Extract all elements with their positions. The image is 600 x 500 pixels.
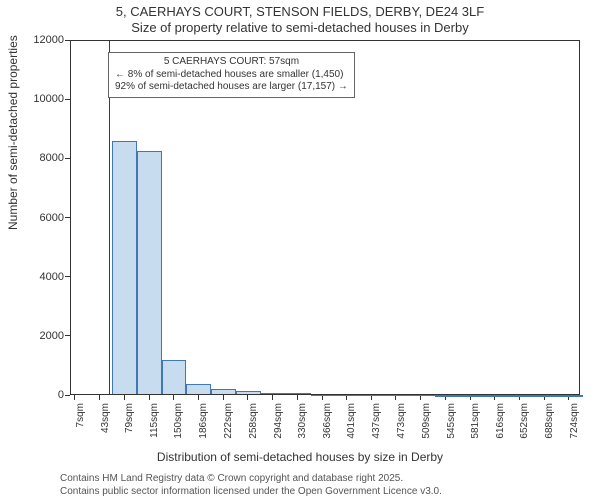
x-tick-mark [272,395,273,400]
x-tick-label: 366sqm [322,403,333,453]
histogram-bar [534,395,559,397]
x-tick-label: 509sqm [421,403,432,453]
x-tick-label: 688sqm [544,403,555,453]
x-tick-label: 186sqm [198,403,209,453]
x-tick-label: 724sqm [569,403,580,453]
x-tick-label: 401sqm [346,403,357,453]
x-tick-label: 616sqm [495,403,506,453]
y-axis-label: Number of semi-detached properties [6,35,20,230]
plot-border [70,40,580,395]
y-tick-label: 4000 [24,271,64,283]
x-tick-label: 473sqm [396,403,407,453]
x-tick-mark [297,395,298,400]
x-tick-label: 43sqm [100,403,111,453]
x-tick-mark [149,395,150,400]
x-tick-mark [74,395,75,400]
x-tick-mark [99,395,100,400]
y-tick-label: 0 [24,389,64,401]
x-tick-mark [247,395,248,400]
y-tick-label: 6000 [24,212,64,224]
x-tick-label: 115sqm [149,403,160,453]
x-tick-label: 652sqm [519,403,530,453]
x-tick-label: 79sqm [124,403,135,453]
x-tick-mark [198,395,199,400]
histogram-bar [559,395,584,397]
x-tick-label: 258sqm [248,403,259,453]
x-tick-label: 7sqm [75,403,86,453]
x-tick-label: 294sqm [273,403,284,453]
x-tick-mark [124,395,125,400]
x-tick-label: 437sqm [371,403,382,453]
y-tick-label: 8000 [24,152,64,164]
chart-title-line1: 5, CAERHAYS COURT, STENSON FIELDS, DERBY… [0,4,600,19]
footer-line2: Contains public sector information licen… [60,486,442,497]
x-tick-label: 545sqm [446,403,457,453]
y-tick-label: 10000 [24,93,64,105]
x-tick-label: 330sqm [297,403,308,453]
x-tick-label: 150sqm [173,403,184,453]
chart-container: { "chart": { "type": "histogram", "title… [0,0,600,500]
footer-line1: Contains HM Land Registry data © Crown c… [60,473,403,484]
y-tick-label: 2000 [24,330,64,342]
chart-title-line2: Size of property relative to semi-detach… [0,20,600,35]
x-tick-label: 581sqm [470,403,481,453]
histogram-bar [509,395,534,397]
x-tick-label: 222sqm [223,403,234,453]
x-tick-mark [223,395,224,400]
x-tick-mark [173,395,174,400]
y-tick-label: 12000 [24,34,64,46]
histogram-bar [484,395,509,397]
